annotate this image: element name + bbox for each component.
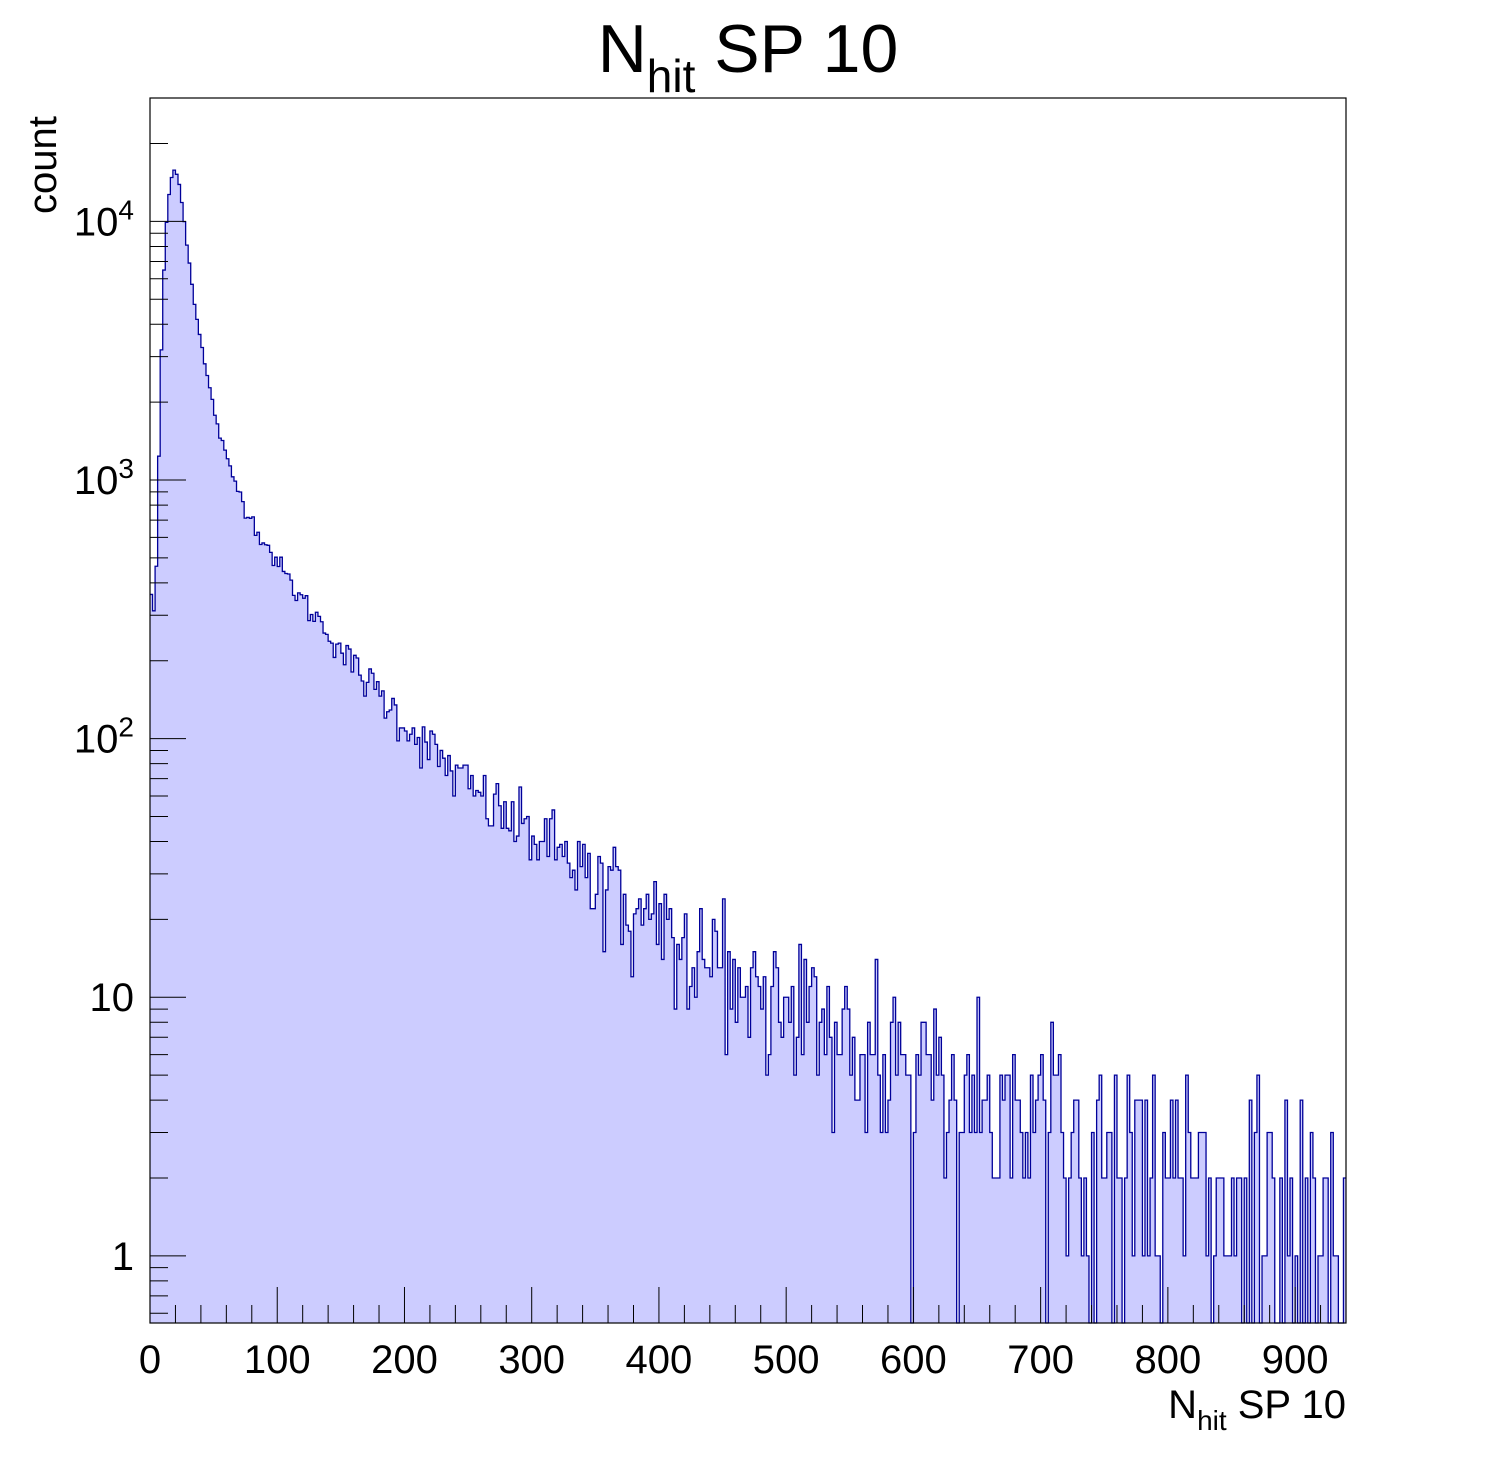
title-main: N — [598, 11, 647, 87]
xlabel-main: N — [1168, 1383, 1197, 1427]
title-rest: SP 10 — [695, 11, 898, 87]
x-tick-label: 700 — [1007, 1338, 1074, 1382]
histogram-area — [150, 170, 1346, 1323]
y-tick-label: 10 — [90, 976, 135, 1020]
y-tick-label: 102 — [74, 712, 134, 762]
y-axis-ticks — [150, 97, 186, 1314]
title-subscript: hit — [647, 50, 696, 102]
x-axis-label: Nhit SP 10 — [1168, 1383, 1346, 1436]
xlabel-subscript: hit — [1197, 1405, 1227, 1436]
plot-border — [149, 97, 1347, 1324]
x-tick-label: 0 — [139, 1338, 161, 1382]
x-tick-label: 500 — [753, 1338, 820, 1382]
xlabel-rest: SP 10 — [1227, 1383, 1346, 1427]
x-tick-label: 400 — [626, 1338, 693, 1382]
y-tick-label: 104 — [74, 194, 134, 244]
x-tick-label: 300 — [498, 1338, 565, 1382]
histogram-outline — [150, 169, 1346, 1324]
x-tick-label: 200 — [371, 1338, 438, 1382]
x-tick-label: 900 — [1262, 1338, 1329, 1382]
x-tick-label: 600 — [880, 1338, 947, 1382]
chart-title: Nhit SP 10 — [598, 11, 899, 102]
x-axis-ticks — [149, 1287, 1347, 1323]
x-tick-label: 800 — [1134, 1338, 1201, 1382]
y-tick-labels: 1 10 102 103 104 — [74, 194, 134, 1278]
y-tick-label: 103 — [74, 453, 134, 503]
histogram-fill — [150, 170, 1346, 1323]
histogram-step-line — [150, 169, 1346, 1324]
plot-frame — [149, 97, 1347, 1324]
x-tick-labels: 0 100 200 300 400 500 600 700 800 900 — [139, 1338, 1329, 1382]
y-tick-label: 1 — [112, 1235, 134, 1279]
x-tick-label: 100 — [244, 1338, 311, 1382]
y-axis-label: count — [21, 116, 65, 214]
